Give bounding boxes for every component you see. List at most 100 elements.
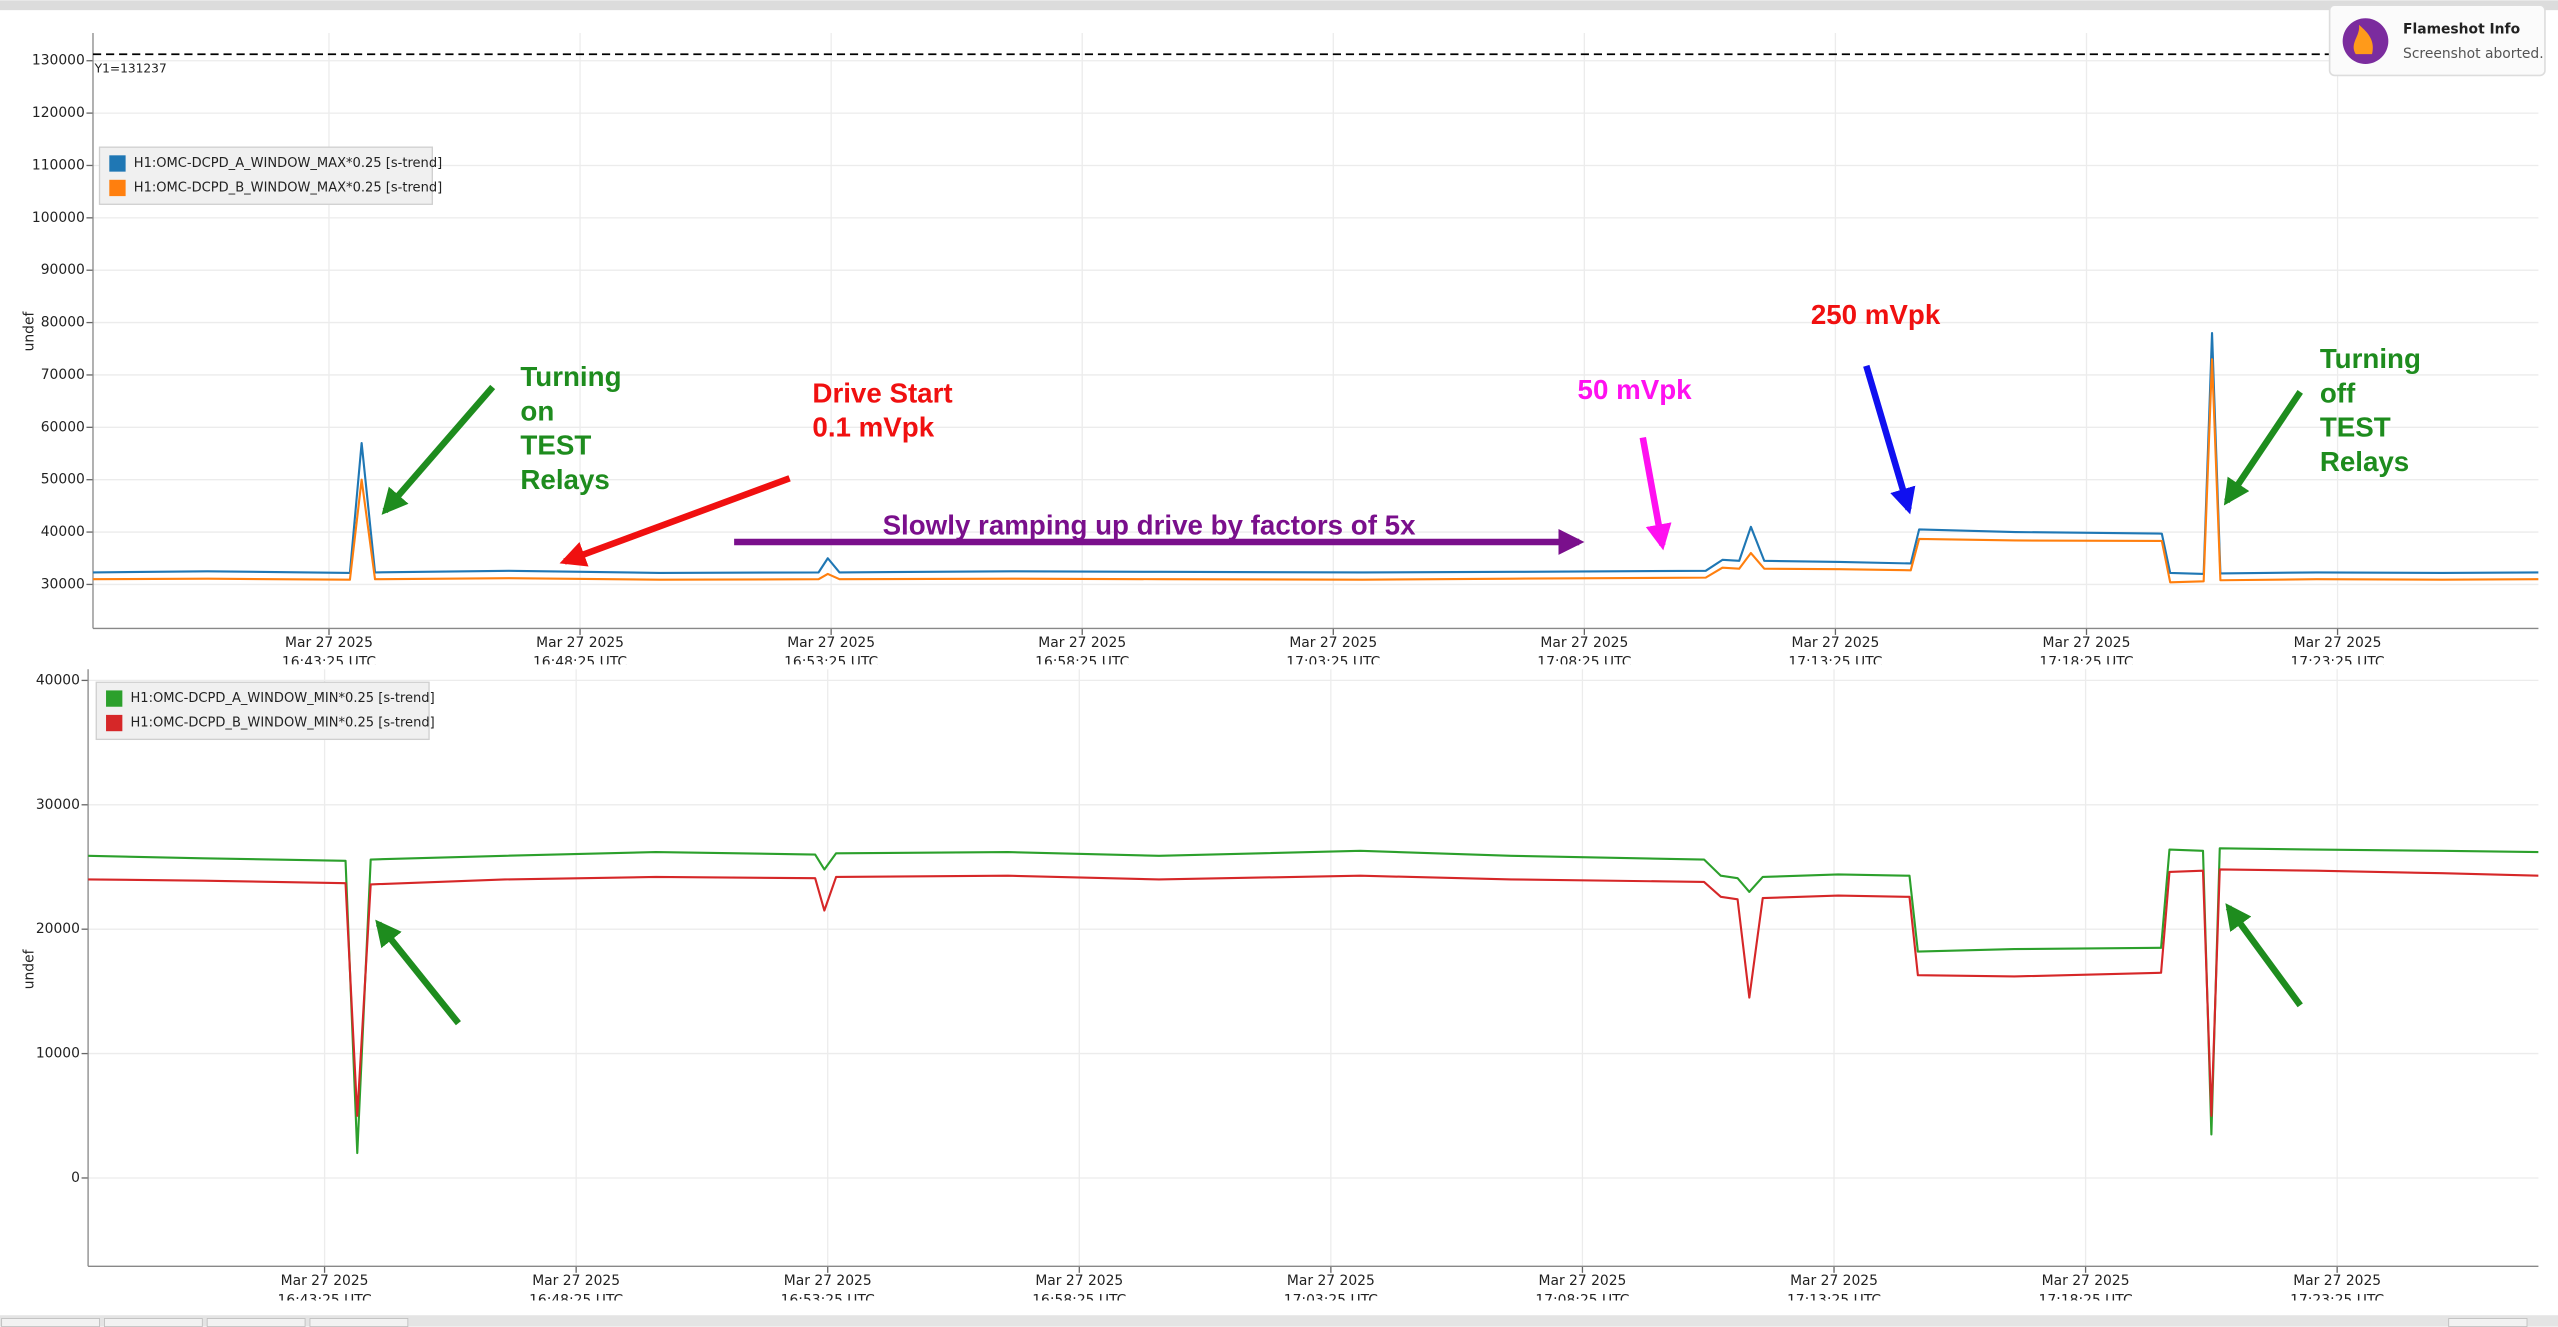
- x-tick-label: 17:18:25 UTC: [2039, 655, 2133, 671]
- y-tick-label: 40000: [36, 672, 80, 688]
- x-tick-label: Mar 27 2025: [1540, 635, 1628, 651]
- x-tick-label: Mar 27 2025: [285, 635, 373, 651]
- legend-box: [98, 146, 433, 205]
- legend-swatch: [106, 690, 123, 707]
- x-tick-label: Mar 27 2025: [1790, 1273, 1878, 1289]
- plot: 0 10000 20000 30000 40000 undef H1:OMC-DCPD_A_…: [21, 669, 2539, 1273]
- series-line: [88, 847, 2539, 1155]
- x-tick-label: Mar 27 2025: [1539, 1273, 1627, 1289]
- x-tick-label: Mar 27 2025: [1287, 1273, 1375, 1289]
- x-tick-label: 16:43:25 UTC: [278, 1293, 372, 1309]
- x-tick-label: 16:43:25 UTC: [282, 655, 376, 671]
- x-tick-label: 17:13:25 UTC: [1787, 1293, 1881, 1309]
- annotation: on: [520, 395, 554, 426]
- plots: 30000 40000 50000 60000 70000 80000 90000 10000…: [21, 32, 2539, 1309]
- series-line: [92, 358, 2539, 584]
- notification-message: Screenshot aborted.: [2403, 46, 2544, 62]
- y-tick-label: 10000: [36, 1046, 80, 1062]
- arrow: [2223, 390, 2303, 506]
- x-tick-label: Mar 27 2025: [1035, 1273, 1123, 1289]
- y-axis-label: undef: [21, 311, 37, 352]
- x-tick-label: 16:48:25 UTC: [529, 1293, 623, 1309]
- annotation: TEST: [2320, 412, 2391, 443]
- x-tick-label: 16:48:25 UTC: [533, 655, 627, 671]
- x-tick-labels: Mar 27 2025 16:43:25 UTC Mar 27 2025 16:48:…: [282, 635, 2385, 671]
- notification-title: Flameshot Info: [2403, 22, 2520, 38]
- x-tick-label: 17:13:25 UTC: [1788, 655, 1882, 671]
- tab-button[interactable]: [1, 1318, 100, 1327]
- annotation: Turning: [2320, 343, 2421, 374]
- tab-button[interactable]: [206, 1318, 306, 1327]
- annotation: Drive Start: [812, 377, 952, 408]
- series-line: [88, 868, 2539, 1117]
- tab-button[interactable]: [104, 1318, 203, 1327]
- annotation: TEST: [520, 430, 591, 461]
- x-tick-label: Mar 27 2025: [2042, 1273, 2130, 1289]
- flame: [2353, 24, 2373, 55]
- arrows: [375, 364, 2303, 1026]
- x-tick-label: 16:53:25 UTC: [784, 655, 878, 671]
- x-tick-label: 17:23:25 UTC: [2290, 655, 2384, 671]
- x-tick-label: 16:53:25 UTC: [781, 1293, 875, 1309]
- x-tick-label: 17:03:25 UTC: [1286, 655, 1380, 671]
- plot: 30000 40000 50000 60000 70000 80000 90000 10000…: [21, 32, 2539, 635]
- annotation: Relays: [2320, 446, 2409, 477]
- x-tick-label: Mar 27 2025: [1289, 635, 1377, 651]
- arrow: [1863, 364, 1916, 515]
- y-tick-label: 80000: [41, 315, 85, 331]
- lines: [92, 331, 2539, 584]
- y-tick-label: 50000: [41, 472, 85, 488]
- annotation: Relays: [520, 464, 609, 495]
- x-tick-label: 17:08:25 UTC: [1535, 1293, 1629, 1309]
- y-tick-label: 20000: [36, 921, 80, 937]
- y-tick-label: 30000: [36, 797, 80, 813]
- y-tick-label: 40000: [41, 524, 85, 540]
- arrow: [1639, 436, 1672, 551]
- cursor-label: Y1=131237: [94, 61, 167, 75]
- arrow: [381, 384, 496, 515]
- x-tick-label: Mar 27 2025: [2294, 635, 2382, 651]
- notification-box[interactable]: [2328, 4, 2546, 77]
- arrow: [559, 475, 791, 567]
- legend-label: H1:OMC-DCPD_B_WINDOW_MIN*0.25 [s-trend]: [131, 716, 435, 731]
- y-tick-label: 70000: [41, 367, 85, 383]
- x-tick-label: 17:03:25 UTC: [1284, 1293, 1378, 1309]
- tab-button[interactable]: [309, 1318, 409, 1327]
- legend-swatch: [106, 714, 123, 732]
- annotation: 250 mVpk: [1811, 299, 1941, 330]
- y-tick-label: 0: [71, 1170, 80, 1186]
- annotation: 50 mVpk: [1578, 374, 1693, 405]
- y-tick-label: 130000: [32, 53, 85, 69]
- plot-area: [92, 32, 2539, 629]
- x-tick-label: Mar 27 2025: [2043, 635, 2131, 651]
- title-bar: [0, 0, 2558, 11]
- x-tick-label: Mar 27 2025: [787, 635, 875, 651]
- legend-label: H1:OMC-DCPD_B_WINDOW_MAX*0.25 [s-trend]: [134, 180, 442, 195]
- x-tick-label: Mar 27 2025: [536, 635, 624, 651]
- legend-swatch: [109, 155, 126, 172]
- bottom-bar: [0, 1315, 2558, 1327]
- plot-area: [88, 669, 2539, 1267]
- lines: [88, 847, 2539, 1155]
- legend-swatch: [109, 179, 126, 197]
- x-tick-label: Mar 27 2025: [1791, 635, 1879, 651]
- x-tick-label: 17:08:25 UTC: [1537, 655, 1631, 671]
- y-tick-label: 120000: [32, 105, 85, 121]
- x-tick-label: 16:58:25 UTC: [1035, 655, 1129, 671]
- x-tick-label: Mar 27 2025: [281, 1273, 369, 1289]
- tab-button[interactable]: [2448, 1318, 2528, 1327]
- annotation: off: [2320, 377, 2356, 408]
- y-tick-label: 100000: [32, 210, 85, 226]
- x-tick-labels: Mar 27 2025 16:43:25 UTC Mar 27 2025 16:48:…: [278, 1273, 2385, 1309]
- annotation: Turning: [520, 361, 621, 392]
- x-tick-label: 17:23:25 UTC: [2290, 1293, 2384, 1309]
- x-tick-label: Mar 27 2025: [2293, 1273, 2381, 1289]
- notification[interactable]: Flameshot Info Screenshot aborted.: [2328, 4, 2546, 77]
- x-tick-label: 16:58:25 UTC: [1032, 1293, 1126, 1309]
- x-tick-label: Mar 27 2025: [1038, 635, 1126, 651]
- arrow: [375, 919, 461, 1026]
- y-tick-label: 30000: [41, 576, 85, 592]
- x-tick-label: Mar 27 2025: [784, 1273, 872, 1289]
- legend-label: H1:OMC-DCPD_A_WINDOW_MAX*0.25 [s-trend]: [134, 156, 442, 171]
